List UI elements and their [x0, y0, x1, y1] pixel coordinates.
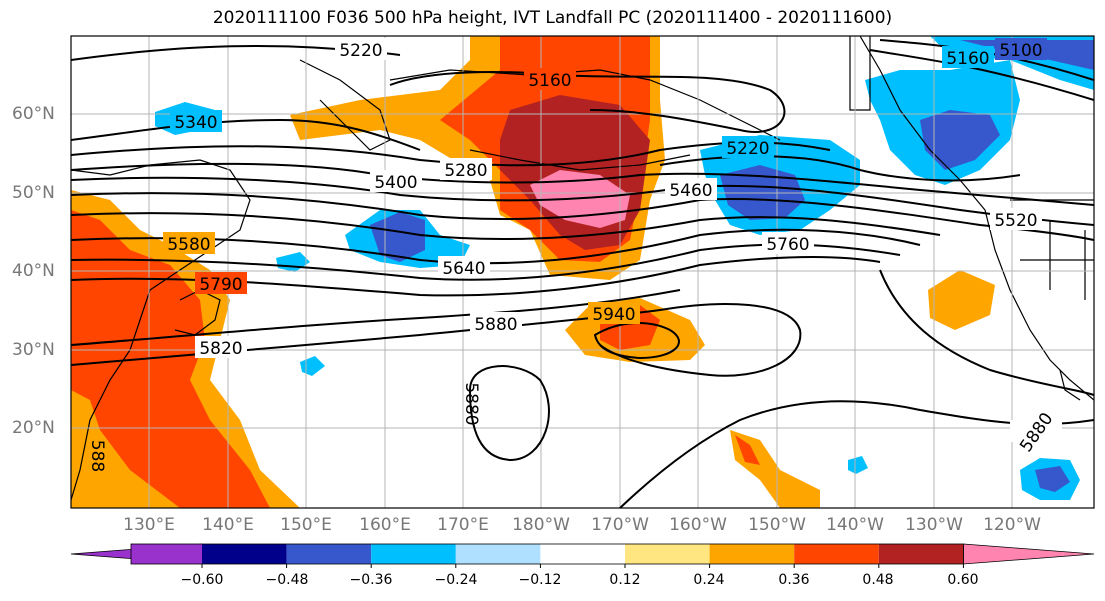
colorbar-tick-label: 0.48: [862, 572, 894, 588]
lon-label-120w: 120°W: [983, 515, 1041, 535]
contour-label-5220: 5220: [726, 139, 769, 159]
ivt-blob-se-blue: [1035, 466, 1070, 492]
colorbar-band: [709, 544, 795, 564]
colorbar-extend-high: [963, 543, 1095, 565]
lon-label-170w: 170°W: [591, 515, 649, 535]
coast-aleutians: [469, 149, 691, 171]
contour-label-5460: 5460: [669, 181, 712, 201]
colorbar-tick-label: 0.60: [947, 572, 979, 588]
colorbar-band: [202, 544, 287, 564]
border-us: [1010, 199, 1094, 300]
lat-label-20n: 20°N: [12, 418, 55, 438]
border-canada: [849, 36, 871, 111]
contour-label-5820: 5820: [199, 339, 242, 359]
colorbar-outline: [130, 543, 964, 565]
coast-baja: [1059, 369, 1081, 401]
lon-label-130w: 130°W: [905, 515, 963, 535]
contour-5640: [71, 228, 921, 265]
colorbar-band: [794, 544, 879, 564]
colorbar-tick-label: 0.36: [778, 572, 810, 588]
contour-label-5160-ne: 5160: [946, 49, 989, 69]
colorbar-band: [286, 544, 372, 564]
lat-label-50n: 50°N: [12, 183, 55, 203]
contour-label-5280: 5280: [444, 161, 487, 181]
contour-5220-c: [659, 155, 1021, 182]
lat-label-30n: 30°N: [12, 340, 55, 360]
lon-label-160w: 160°W: [669, 515, 727, 535]
colorbar-tick-label: −0.12: [518, 572, 562, 588]
ivt-blob-south-orange: [730, 430, 820, 508]
colorbar-band: [131, 544, 202, 564]
contour-5880-south: [619, 400, 1094, 508]
contour-label-5760: 5760: [766, 235, 809, 255]
colorbar-band: [540, 544, 625, 564]
colorbar-band: [625, 544, 710, 564]
contour-5340: [71, 118, 421, 151]
contour-5580: [71, 212, 941, 241]
colorbar-tick-label: −0.60: [180, 572, 224, 588]
contour-5520: [71, 192, 1094, 241]
lon-label-150w: 150°W: [748, 515, 806, 535]
lat-label-60n: 60°N: [12, 104, 55, 124]
lon-label-180w: 180°W: [512, 515, 570, 535]
map-frame: [70, 35, 1095, 509]
contour-5160: [389, 71, 786, 133]
contour-5880-upper: [71, 303, 802, 377]
contour-label-5520: 5520: [994, 211, 1037, 231]
lon-label-170e: 170°E: [437, 515, 489, 535]
lon-label-140e: 140°E: [202, 515, 254, 535]
map-title: 2020111100 F036 500 hPa height, IVT Land…: [212, 8, 893, 28]
colorbar-tick-label: −0.24: [434, 572, 478, 588]
contour-5400: [71, 162, 1094, 206]
contour-labels: 5220 5160 5100 5340 5160 5280 5220 5400 …: [87, 38, 1062, 472]
lon-label-130e: 130°E: [123, 515, 175, 535]
lon-label-160e: 160°E: [359, 515, 411, 535]
ivt-blob-south-red: [735, 435, 760, 465]
colorbar-tick-label: 0.24: [693, 572, 725, 588]
contour-label-5790: 5790: [199, 275, 242, 295]
colorbar-band: [878, 544, 964, 564]
ivt-blob-asia-red: [71, 210, 270, 508]
contour-label-5400: 5400: [374, 173, 417, 193]
contour-label-5100: 5100: [999, 41, 1042, 61]
contour-5460: [71, 176, 1094, 226]
contour-5880-east: [879, 269, 1094, 396]
colorbar-tick-label: −0.48: [265, 572, 309, 588]
contour-label-5160: 5160: [528, 71, 571, 91]
coast-asia: [71, 159, 251, 501]
ivt-blob-ne-blue: [920, 110, 1000, 170]
lon-label-150e: 150°E: [280, 515, 332, 535]
colorbar-tick-label: −0.36: [349, 572, 393, 588]
ivt-blob-west-blue: [370, 212, 425, 262]
contour-label-5880-loop: 5880: [461, 382, 481, 425]
contour-label-5340: 5340: [174, 113, 217, 133]
contour-label-588: 588: [87, 440, 107, 472]
contour-label-5940: 5940: [592, 305, 635, 325]
contour-label-5220-nw: 5220: [339, 41, 382, 61]
contour-label-5580: 5580: [167, 235, 210, 255]
contour-5880-loop: [468, 365, 550, 462]
lat-label-40n: 40°N: [12, 261, 55, 281]
contour-label-5640: 5640: [442, 259, 485, 279]
colorbar-band: [455, 544, 541, 564]
ivt-blob-small-cyan-3: [848, 456, 868, 474]
lon-label-140w: 140°W: [826, 515, 884, 535]
colorbar-band: [371, 544, 456, 564]
ivt-blob-east-orange: [928, 270, 995, 330]
colorbar-tick-label: 0.12: [609, 572, 641, 588]
contour-label-5880: 5880: [474, 315, 517, 335]
